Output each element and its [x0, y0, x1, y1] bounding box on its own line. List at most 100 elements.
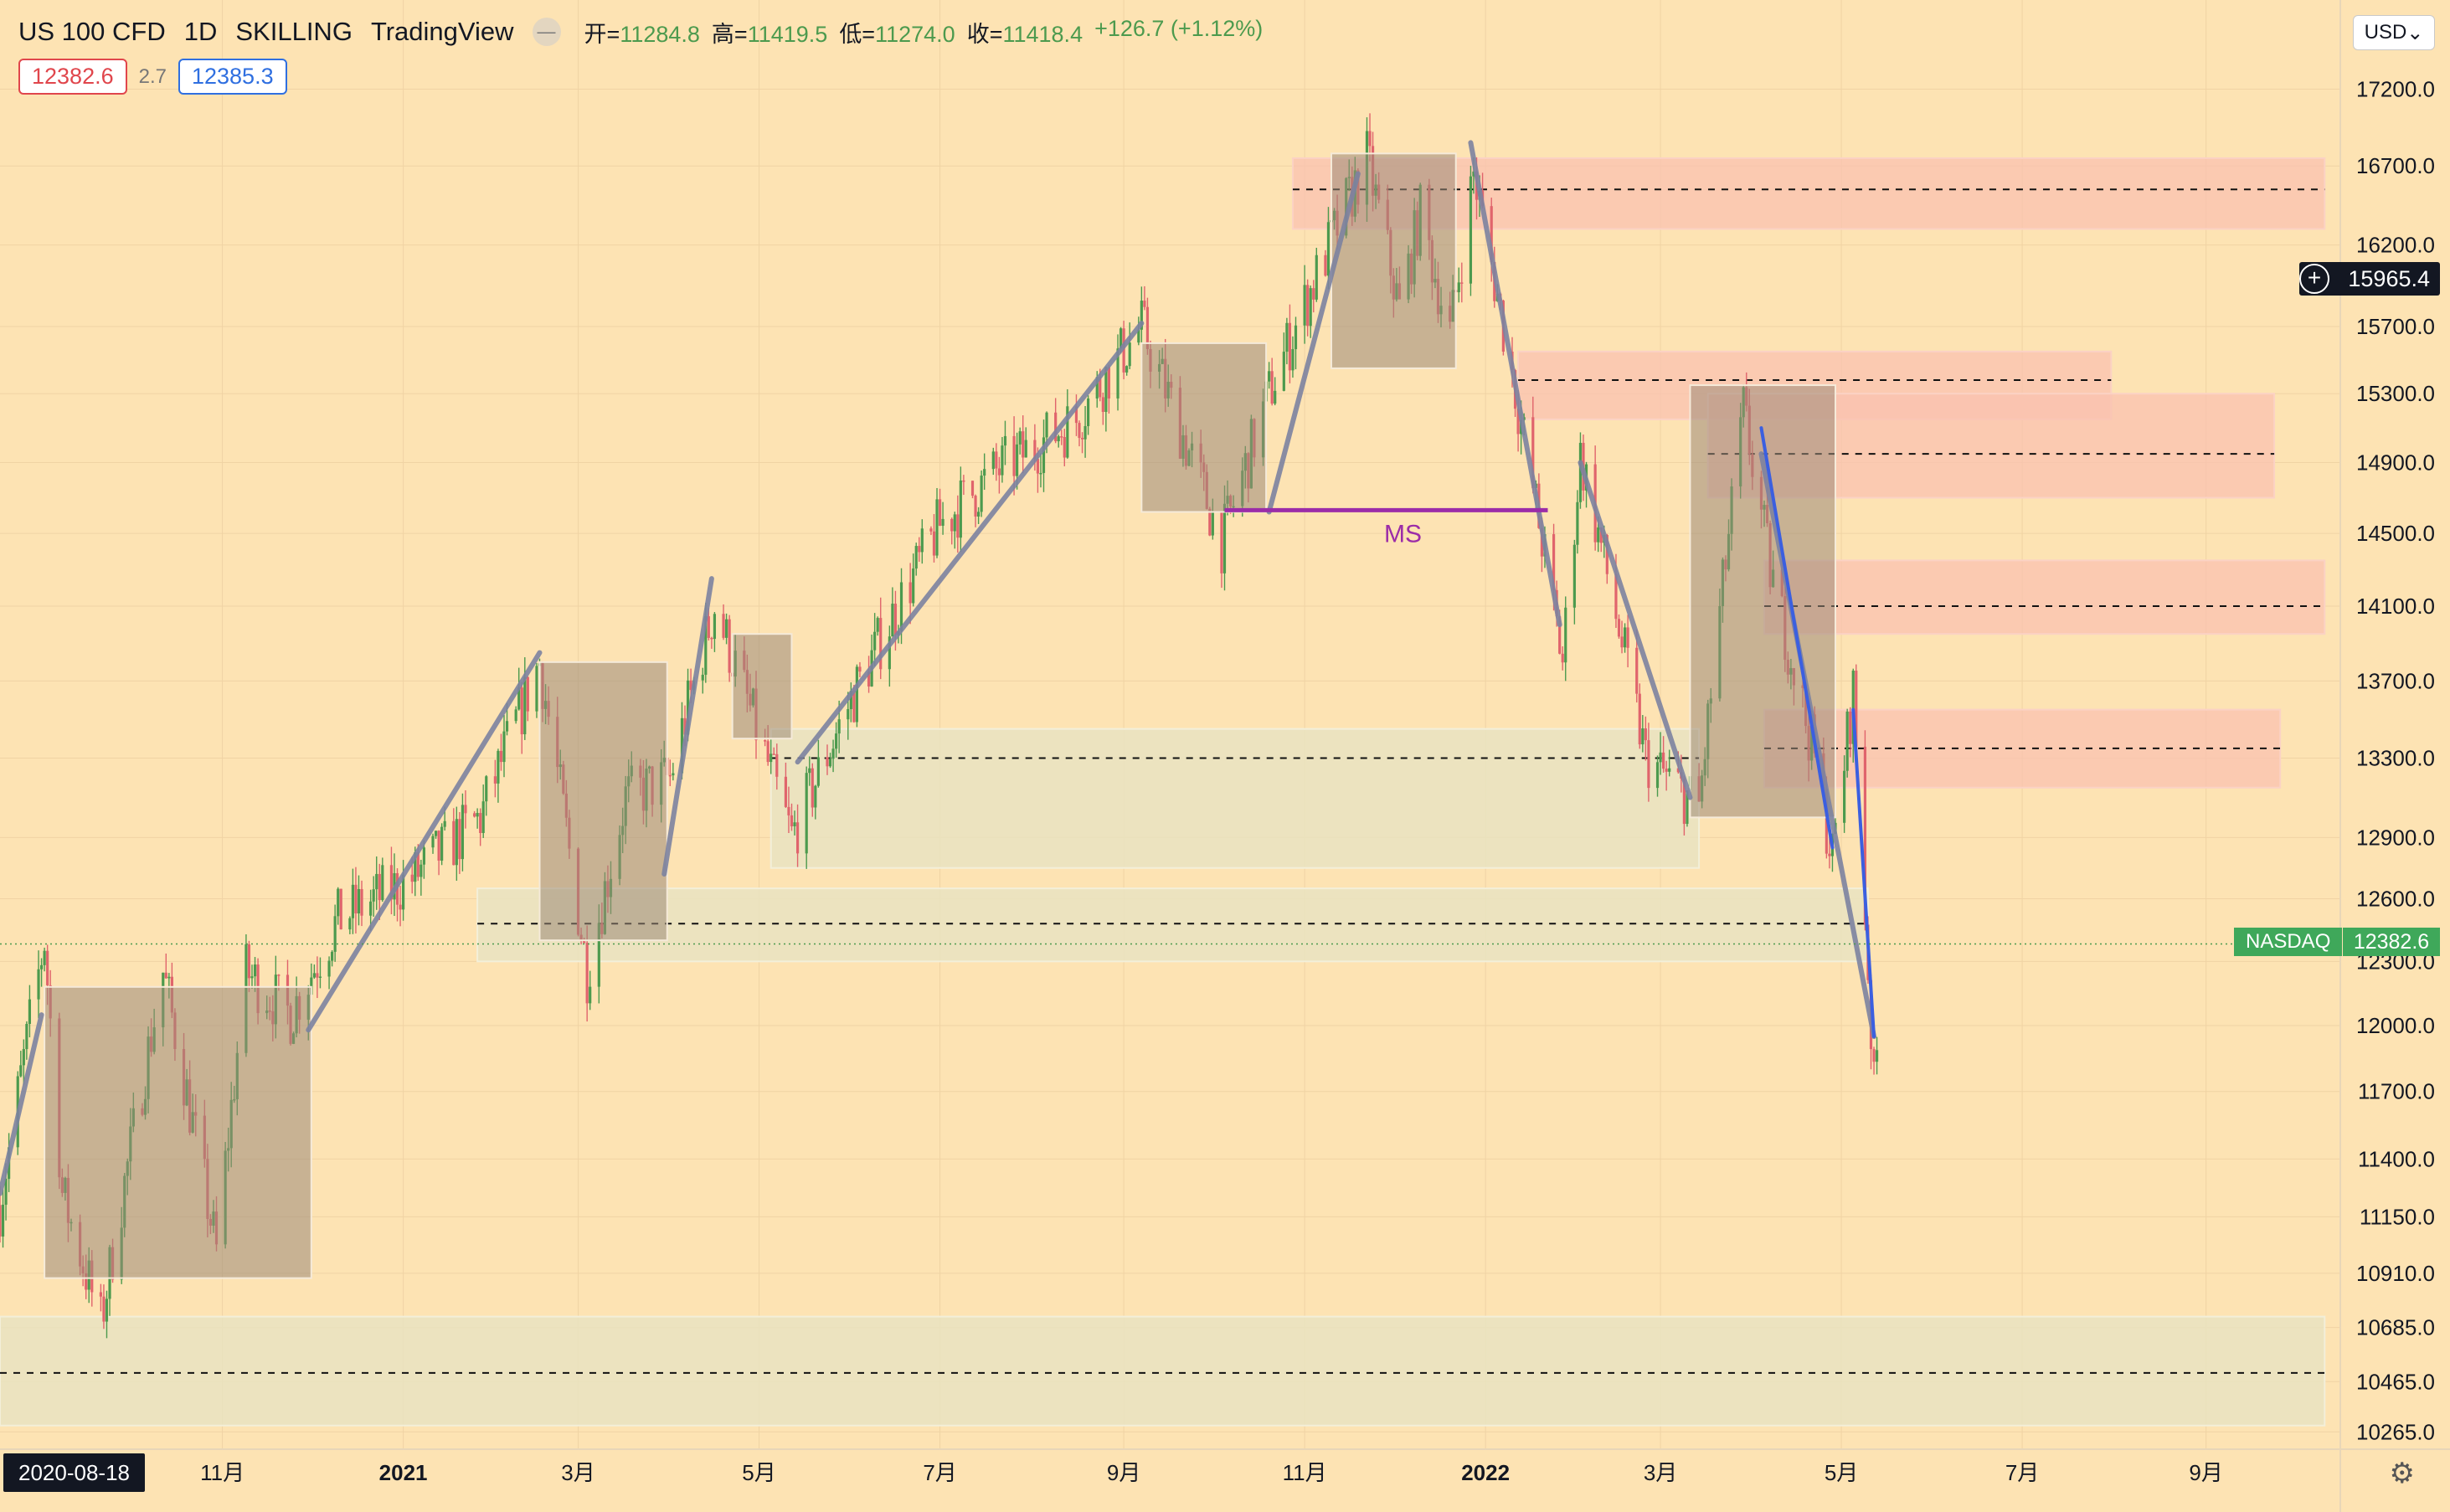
candle-body	[855, 666, 858, 723]
candle-body	[1001, 445, 1004, 476]
candle-body	[167, 976, 171, 979]
candle-body	[707, 616, 710, 638]
candle-body	[416, 851, 419, 877]
candle-body	[849, 691, 852, 709]
candle-body	[1863, 746, 1867, 925]
candle-body	[517, 687, 521, 710]
price-tick-label: 11700.0	[2358, 1079, 2435, 1104]
candle-body	[1531, 417, 1535, 489]
candle-body	[899, 582, 903, 631]
candle-body	[1655, 762, 1660, 789]
candle-body	[795, 822, 800, 854]
price-tick-label: 15700.0	[2356, 314, 2435, 339]
high-label: 高=	[711, 21, 748, 47]
candle-body	[312, 973, 316, 978]
price-tick-label: 14900.0	[2356, 450, 2435, 476]
candle-body	[22, 1049, 25, 1066]
price-tick-label: 12600.0	[2356, 886, 2435, 911]
candle-body	[1620, 636, 1624, 648]
candle-body	[766, 741, 769, 763]
candle-body	[1057, 436, 1060, 442]
candle-body	[505, 721, 509, 732]
time-tick-label: 9月	[1107, 1460, 1140, 1485]
time-tick-label: 5月	[1825, 1460, 1858, 1485]
nasdaq-price-tag: 12382.6	[2343, 928, 2440, 956]
candle-body	[805, 773, 808, 854]
candle-body	[1561, 653, 1564, 663]
candle-body	[1083, 426, 1087, 440]
candle-body	[4, 1179, 8, 1205]
trend-line	[0, 1012, 44, 1196]
candle-body	[1686, 790, 1689, 825]
candle-body	[348, 918, 352, 930]
open-value: 11284.8	[620, 21, 700, 47]
candle-body	[1016, 444, 1019, 476]
candle-body	[1066, 406, 1069, 458]
currency-select[interactable]: USD ⌄	[2353, 15, 2435, 50]
candle-body	[499, 750, 503, 763]
candle-body	[879, 618, 883, 670]
candle-body	[1078, 423, 1081, 439]
symbol-name[interactable]: US 100 CFD	[18, 17, 166, 46]
market-structure-label: MS	[1384, 520, 1422, 548]
candle-body	[502, 731, 506, 763]
candle-body	[1220, 512, 1223, 573]
candle-body	[452, 820, 456, 866]
candle-body	[1036, 459, 1040, 474]
time-tick-label: 2022	[1461, 1460, 1510, 1485]
candle-body	[351, 884, 354, 918]
candle-body	[701, 674, 704, 681]
candle-body	[953, 514, 956, 532]
candle-body	[458, 819, 461, 860]
candle-body	[85, 1273, 88, 1290]
add-alert-plus-icon[interactable]: +	[2299, 264, 2329, 294]
price-tick-label: 10910.0	[2356, 1261, 2435, 1286]
time-tick-label: 3月	[561, 1460, 594, 1485]
candle-body	[790, 815, 794, 826]
candle-body	[686, 680, 690, 735]
range-box	[1140, 342, 1268, 513]
close-value: 11418.4	[1002, 21, 1083, 47]
candle-body	[1309, 288, 1312, 327]
nasdaq-series-tag: NASDAQ	[2234, 928, 2343, 956]
candle-body	[876, 618, 879, 632]
settings-gear-icon[interactable]: ⚙	[2389, 1458, 2415, 1489]
range-box	[1330, 152, 1457, 369]
candle-body	[858, 666, 862, 672]
candle-body	[472, 813, 476, 817]
candle-body	[1003, 435, 1007, 446]
candle-body	[908, 582, 912, 604]
trend-line	[1468, 140, 1562, 628]
candle-body	[793, 822, 796, 826]
candle-body	[1060, 436, 1063, 438]
blue-trend-line	[1759, 426, 1835, 850]
candle-body	[481, 801, 485, 833]
sell-button[interactable]: 12382.6	[18, 59, 127, 95]
buy-button[interactable]: 12385.3	[178, 59, 287, 95]
candle-body	[784, 776, 788, 807]
candle-body	[769, 753, 773, 763]
price-tick-label: 13700.0	[2356, 668, 2435, 693]
candle-body	[1095, 377, 1099, 399]
interval-label[interactable]: 1D	[183, 17, 218, 46]
candle-body	[372, 889, 375, 902]
candle-body	[422, 847, 425, 865]
candle-body	[847, 708, 850, 720]
candle-body	[920, 528, 924, 553]
visibility-eye-icon[interactable]: —	[532, 18, 561, 46]
candle-body	[950, 518, 954, 532]
candle-body	[1122, 328, 1125, 373]
candle-body	[1274, 390, 1277, 404]
candle-body	[1576, 501, 1579, 545]
crosshair-price: 15965.4	[2348, 265, 2430, 291]
candle-body	[464, 805, 467, 814]
candle-body	[828, 759, 832, 767]
candle-body	[764, 740, 767, 742]
candle-body	[105, 1299, 109, 1322]
candle-body	[1208, 508, 1212, 536]
candle-body	[434, 831, 438, 836]
candle-body	[333, 916, 337, 952]
candle-body	[1116, 348, 1119, 399]
